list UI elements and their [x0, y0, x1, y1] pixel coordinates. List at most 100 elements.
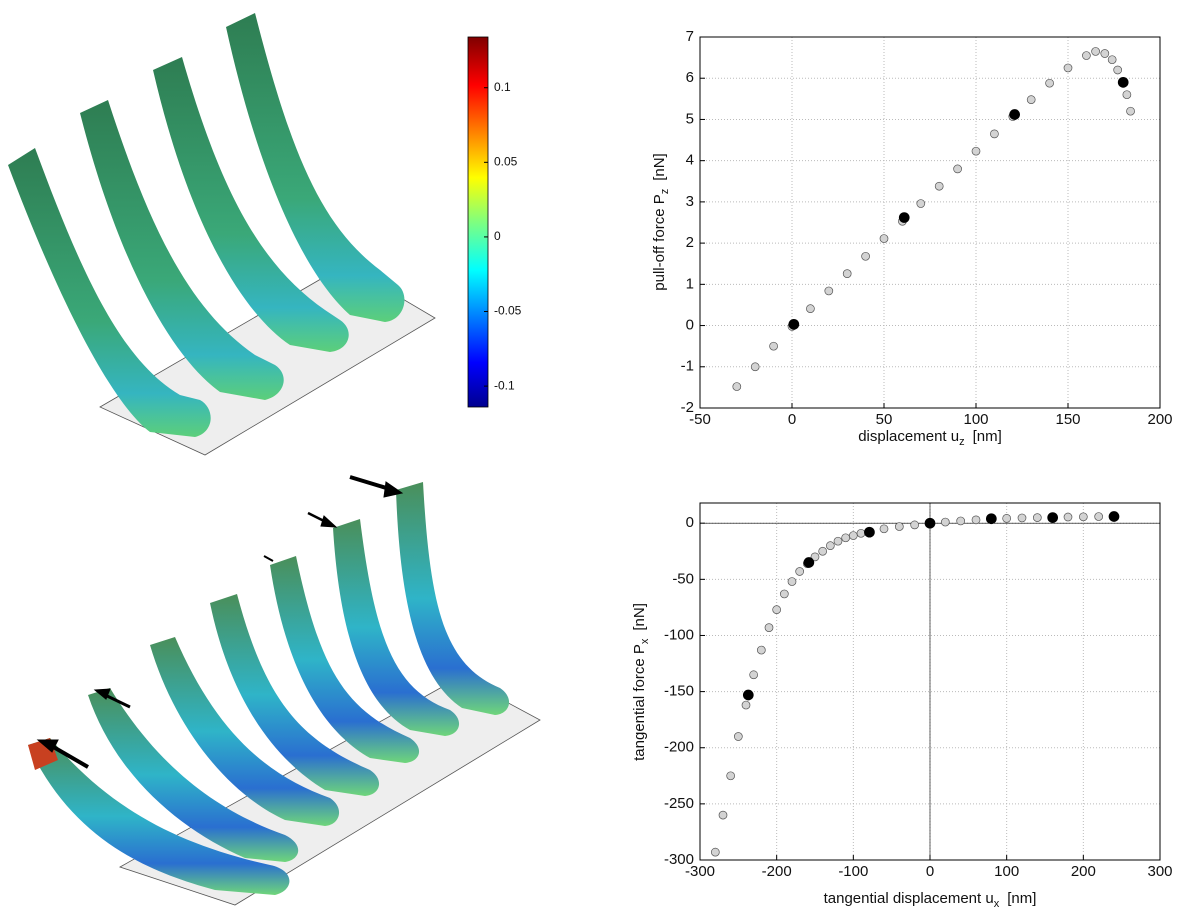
x-tick-label: 100	[963, 411, 988, 428]
point	[985, 513, 997, 525]
y-tick-label: 4	[686, 152, 694, 169]
y-tick-label: 6	[686, 69, 694, 86]
colorbar: 0.1 0.05 0 -0.05 -0.1	[467, 36, 522, 408]
colorbar-tick-label: -0.1	[494, 378, 515, 392]
x-tick-label: -300	[685, 863, 715, 880]
point	[879, 524, 889, 534]
point	[825, 541, 835, 551]
y-tick-label: -250	[664, 795, 694, 812]
point	[1113, 65, 1123, 75]
x-axis-label: tangential displacement ux [nm]	[824, 890, 1037, 910]
plot-frame	[699, 502, 1161, 861]
point	[1009, 109, 1020, 120]
point	[940, 517, 950, 527]
y-axis-label: pull-off force Pz[nN]	[651, 153, 671, 290]
point	[824, 286, 834, 296]
y-tick-label: 5	[686, 110, 694, 127]
colorbar-tick-label: 0.1	[494, 80, 511, 94]
point	[1017, 513, 1027, 523]
y-tick-label: 1	[686, 275, 694, 292]
point	[733, 732, 743, 741]
x-tick-label: -100	[838, 863, 868, 880]
y-tick-label: 0	[686, 317, 694, 334]
point	[1047, 512, 1059, 523]
point	[971, 146, 981, 156]
point	[772, 605, 782, 615]
y-tick-label: -100	[664, 626, 694, 643]
x-axis-label: displacement uz [nm]	[858, 428, 1002, 448]
point	[916, 199, 926, 208]
point	[1100, 49, 1110, 58]
y-tick-label: 3	[686, 193, 694, 210]
point	[1122, 90, 1132, 100]
x-tick-label: -200	[762, 863, 792, 880]
point	[856, 528, 866, 538]
colorbar-tick-label: 0.05	[494, 154, 518, 168]
point	[924, 517, 936, 529]
point	[718, 810, 728, 820]
point	[861, 251, 870, 261]
point	[1091, 47, 1100, 56]
x-tick-label: 50	[876, 411, 893, 428]
point	[810, 552, 820, 562]
point	[710, 847, 720, 857]
point	[788, 318, 800, 330]
point	[779, 589, 789, 599]
point	[769, 341, 778, 351]
point	[749, 670, 759, 680]
point	[1078, 512, 1088, 522]
y-tick-label: -150	[664, 683, 694, 700]
render-top	[8, 13, 436, 456]
point	[1108, 511, 1120, 522]
point	[1126, 106, 1135, 116]
point	[1032, 513, 1042, 522]
point	[956, 516, 966, 526]
point	[741, 700, 751, 710]
point	[864, 526, 875, 538]
x-tick-label: 0	[926, 863, 934, 880]
point	[795, 567, 805, 576]
point	[879, 234, 889, 243]
point	[1063, 512, 1073, 522]
y-tick-label: 7	[686, 28, 694, 45]
point	[1117, 76, 1129, 88]
point	[934, 181, 944, 191]
y-tick-label: -200	[664, 739, 694, 756]
point	[1026, 95, 1036, 105]
x-tick-label: 0	[788, 411, 796, 428]
point	[898, 212, 910, 223]
point	[833, 536, 843, 546]
point	[971, 515, 981, 525]
y-tick-label: -300	[664, 851, 694, 868]
y-axis-label: tangential force Px[nN]	[631, 603, 651, 761]
point	[806, 304, 815, 314]
x-tick-label: 200	[1147, 411, 1172, 428]
point	[953, 164, 962, 174]
colorbar-tick-label: -0.05	[494, 304, 522, 318]
x-tick-label: 150	[1055, 411, 1080, 428]
point	[726, 771, 736, 781]
point	[848, 531, 858, 540]
point	[1107, 55, 1117, 65]
point	[894, 522, 904, 531]
point	[1002, 514, 1012, 523]
render-bottom	[28, 475, 541, 906]
colorbar-scale	[467, 36, 489, 408]
colorbar-tick-label: 0	[494, 229, 501, 243]
plot-frame	[699, 36, 1161, 409]
point	[750, 362, 760, 372]
y-tick-label: -2	[681, 399, 694, 416]
y-tick-label: -50	[672, 570, 694, 587]
point	[841, 533, 851, 543]
point	[732, 382, 742, 391]
x-tick-label: 300	[1147, 863, 1172, 880]
chart-tangential: tangential displacement ux [nm] tangentia…	[631, 502, 1173, 910]
point	[764, 623, 774, 632]
point	[818, 546, 828, 556]
point	[990, 129, 999, 139]
point	[1082, 51, 1091, 60]
x-tick-label: -50	[689, 411, 711, 428]
x-tick-label: 100	[994, 863, 1019, 880]
y-tick-label: 0	[686, 514, 694, 531]
